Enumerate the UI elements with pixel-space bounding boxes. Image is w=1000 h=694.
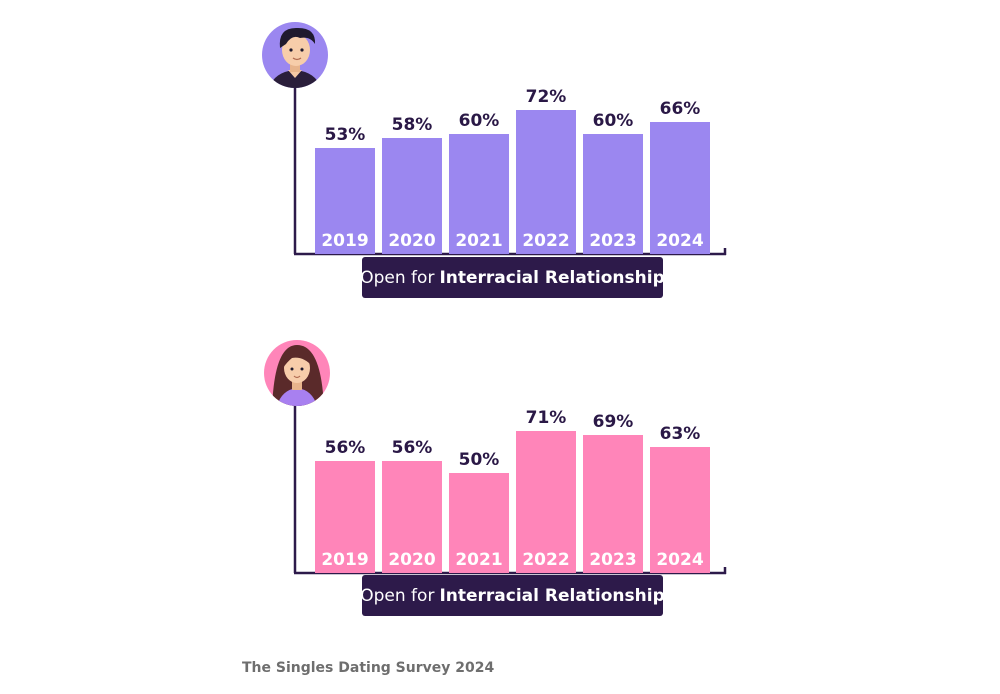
male-year-label-2020: 2020 (388, 231, 435, 251)
male-bar-2023 (583, 134, 643, 254)
male-bar-2024 (650, 122, 710, 254)
male-year-label-2022: 2022 (522, 231, 569, 251)
male-bar-2021 (449, 134, 509, 254)
female-year-label-2021: 2021 (455, 550, 502, 570)
female-year-label-2020: 2020 (388, 550, 435, 570)
male-value-label-2023: 60% (593, 111, 634, 131)
female-year-label-2019: 2019 (321, 550, 368, 570)
female-value-label-2024: 63% (660, 424, 701, 444)
chart-male-interracial: 53% 2019 58% 2020 60% 2021 72% 2022 60% 2023 66% 20… (262, 22, 727, 256)
male-bar-2020 (382, 138, 442, 254)
female-bar-2022 (516, 431, 576, 573)
male-bar-2019 (315, 148, 375, 254)
female-bar-2023 (583, 435, 643, 573)
female-chart-caption: Open for Interracial Relationship (360, 575, 665, 616)
male-caption-bold: Interracial Relationship (439, 267, 665, 288)
female-caption-bold: Interracial Relationship (439, 585, 665, 606)
male-value-label-2019: 53% (325, 125, 366, 145)
male-value-label-2020: 58% (392, 115, 433, 135)
male-bar-2022 (516, 110, 576, 254)
male-value-label-2024: 66% (660, 99, 701, 119)
female-bar-2021 (449, 473, 509, 573)
female-year-label-2024: 2024 (656, 550, 703, 570)
female-bar-2019 (315, 461, 375, 573)
female-value-label-2022: 71% (526, 408, 567, 428)
male-year-label-2019: 2019 (321, 231, 368, 251)
female-value-label-2023: 69% (593, 412, 634, 432)
female-bar-2024 (650, 447, 710, 573)
chart-female-interracial: 56% 2019 56% 2020 50% 2021 71% 2022 69% 2023 63% 20… (264, 340, 727, 575)
female-caption-normal: Open for (360, 585, 435, 606)
male-year-label-2023: 2023 (589, 231, 636, 251)
female-bar-2020 (382, 461, 442, 573)
female-year-label-2023: 2023 (589, 550, 636, 570)
female-value-label-2021: 50% (459, 450, 500, 470)
female-year-label-2022: 2022 (522, 550, 569, 570)
male-year-label-2024: 2024 (656, 231, 703, 251)
male-value-label-2022: 72% (526, 87, 567, 107)
male-year-label-2021: 2021 (455, 231, 502, 251)
woman-avatar-icon (264, 340, 330, 406)
source-footer: The Singles Dating Survey 2024 (242, 660, 495, 676)
man-avatar-icon (262, 22, 328, 88)
male-value-label-2021: 60% (459, 111, 500, 131)
male-caption-normal: Open for (360, 267, 435, 288)
female-value-label-2019: 56% (325, 438, 366, 458)
male-chart-caption: Open for Interracial Relationship (360, 257, 665, 298)
female-value-label-2020: 56% (392, 438, 433, 458)
